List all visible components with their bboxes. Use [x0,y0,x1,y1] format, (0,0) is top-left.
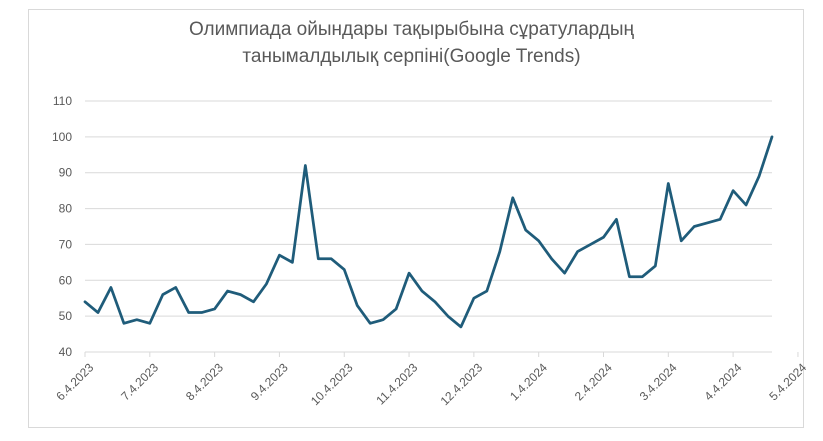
chart-title-line-2: танымалдылық серпіні(Google Trends) [242,46,581,67]
y-tick-label: 110 [53,94,72,108]
series-line [83,135,774,329]
y-tick-label: 70 [59,237,73,251]
x-tick-label: 9.4.2023 [248,360,291,403]
x-tick-label: 7.4.2023 [118,360,161,403]
x-tick-label: 1.4.2024 [507,360,550,403]
x-tick-label: 5.4.2024 [766,360,809,403]
x-tick-label: 12.4.2023 [438,360,486,408]
x-tick-label: 10.4.2023 [308,360,356,408]
y-tick-label: 50 [59,309,73,323]
chart-title-line-1: Олимпиада ойындары тақырыбына сұратулард… [188,19,635,40]
x-tick-label: 3.4.2024 [637,360,680,403]
x-tick-label: 4.4.2024 [702,360,745,403]
x-tick-label: 6.4.2023 [53,360,96,403]
y-tick-label: 60 [59,273,73,287]
chart-title: Олимпиада ойындары тақырыбына сұратулард… [0,16,823,70]
x-tick-label: 8.4.2023 [183,360,226,403]
y-tick-label: 90 [59,166,73,180]
y-tick-label: 40 [59,345,73,359]
chart-frame [28,9,804,428]
y-tick-label: 100 [52,130,72,144]
x-tick-label: 11.4.2023 [373,360,420,407]
x-tick-label: 2.4.2024 [572,360,615,403]
y-tick-label: 80 [59,202,73,216]
